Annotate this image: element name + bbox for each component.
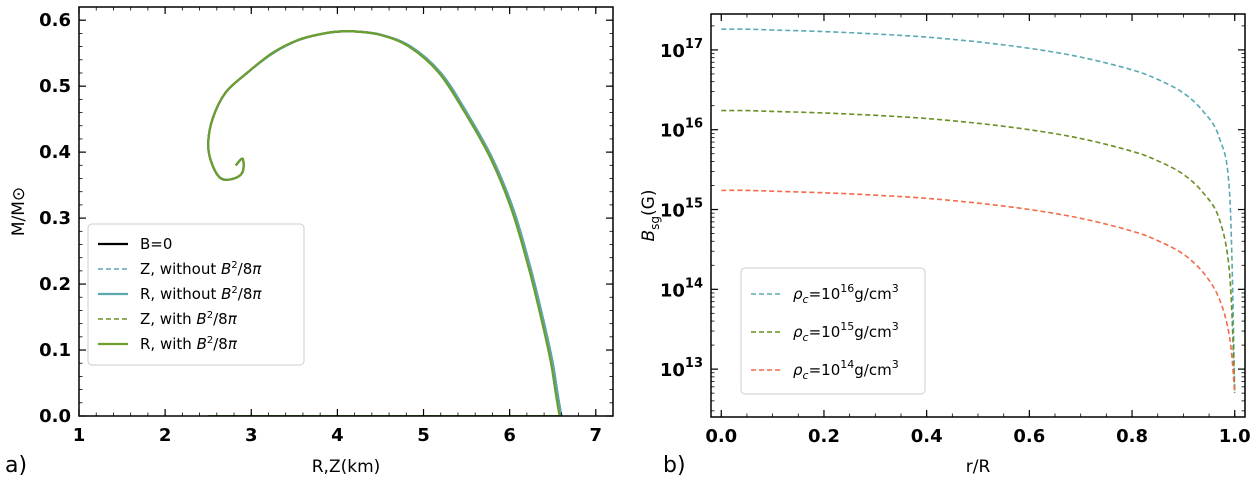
panel-b-series-rho-16-line [721,28,1236,394]
panel-b-x-axis-label: r/R [966,457,991,477]
panel-a-plot-frame [78,6,614,417]
panel-b-magnetic-field-chart: 0.0 0.2 0.4 0.6 0.8 1.0 1013 1014 1015 1016 1017 r… [639,13,1250,478]
panel-b-legend-box [740,267,926,395]
panel-a-x-tick-label: 7 [590,425,603,446]
panel-b-x-tick-label: 0.4 [911,426,943,447]
panel-b-series-rho-15-line [721,109,1236,394]
panel-a-y-tick-label: 0.3 [39,208,71,229]
panel-b-y-tick-label: 1015 [660,197,703,222]
panel-a-y-tick-label: 0.4 [39,142,71,163]
panel-a-y-tick-label: 0.5 [39,76,71,97]
panel-a-legend-entry: Z, without B2/8π [140,260,262,278]
panel-b-y-tick-label: 1013 [660,356,703,381]
panel-a-x-tick-label: 4 [331,425,344,446]
panel-a-y-tick-label: 0.0 [39,406,71,427]
panel-b-y-axis-label: Bsg(G) [639,190,662,242]
panel-a-series-r-with-b-8-line [207,30,561,416]
panel-b-x-tick-label: 0.0 [705,426,737,447]
panel-a-x-tick-label: 6 [503,425,516,446]
panel-b-y-tick-label: 1016 [660,117,703,142]
panel-a-legend-entry: Z, with B2/8π [140,310,238,328]
panel-a-x-tick-label: 2 [159,425,172,446]
panel-a-legend-entry: R, with B2/8π [140,335,238,353]
panel-a-x-tick-label: 3 [245,425,258,446]
panel-b-legend-entry: ρc=1015g/cm3 [793,320,899,344]
panel-b-x-tick-label: 0.6 [1013,426,1045,447]
panel-b-y-tick-label: 1014 [660,276,703,301]
panel-a-y-axis-label: M/M⊙ [9,187,29,236]
panel-a-mass-radius-chart: 1 2 3 4 5 6 7 0.0 0.1 0.2 0.3 0.4 0.5 0.6 R,Z(km) M/M⊙… [5,6,614,478]
panel-a-x-axis-label: R,Z(km) [312,457,381,477]
panel-a-legend-entry: B=0 [140,235,172,253]
panel-b-x-tick-label: 0.8 [1116,426,1148,447]
panel-b-legend-entry: ρc=1016g/cm3 [793,282,899,306]
panel-b-label: b) [663,453,686,478]
panel-b-x-tick-label: 0.2 [808,426,840,447]
panel-a-legend-box [87,223,305,366]
panel-a-y-tick-label: 0.2 [39,274,71,295]
panel-b-series-rho-14-line [721,189,1236,394]
panel-a-label: a) [5,453,27,478]
panel-a-legend-entry: R, without B2/8π [140,285,262,303]
panel-b-legend-entry: ρc=1014g/cm3 [793,358,899,382]
panel-a-y-tick-label: 0.1 [39,340,71,361]
panel-b-y-tick-label: 1017 [660,37,703,62]
panel-b-x-tick-label: 1.0 [1219,426,1250,447]
panel-a-x-tick-label: 1 [73,425,86,446]
panel-a-x-tick-label: 5 [417,425,430,446]
panel-a-y-tick-label: 0.6 [39,10,71,31]
